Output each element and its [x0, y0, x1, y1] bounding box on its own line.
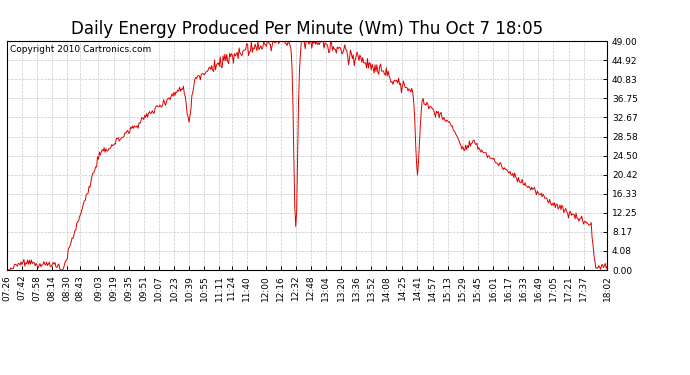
Title: Daily Energy Produced Per Minute (Wm) Thu Oct 7 18:05: Daily Energy Produced Per Minute (Wm) Th…	[71, 20, 543, 38]
Text: Copyright 2010 Cartronics.com: Copyright 2010 Cartronics.com	[10, 45, 151, 54]
